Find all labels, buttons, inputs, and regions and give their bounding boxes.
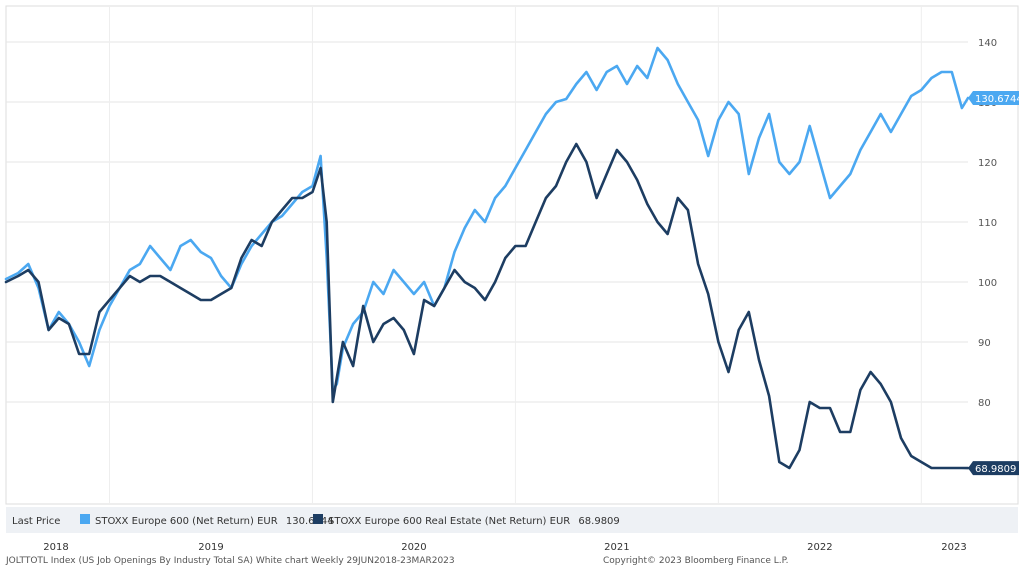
- x-tick-label: 2018: [43, 542, 68, 553]
- y-tick-label: 80: [978, 398, 991, 409]
- x-tick-label: 2021: [604, 542, 629, 553]
- x-tick-label: 2023: [941, 542, 966, 553]
- svg-text:STOXX Europe 600 Real Estate (: STOXX Europe 600 Real Estate (Net Return…: [328, 516, 620, 527]
- plot-frame: [5, 5, 1019, 505]
- y-tick-label: 90: [978, 338, 991, 349]
- series-layer: [4, 46, 970, 470]
- legend-prefix: Last Price: [12, 516, 60, 527]
- last-value-badge-bg: [968, 90, 1019, 105]
- last-value-label: 130.6744: [975, 94, 1023, 105]
- series-line-0: [4, 46, 970, 392]
- y-tick-label: 140: [978, 38, 997, 49]
- last-value-badge-1: 68.9809: [968, 461, 1019, 476]
- legend-swatch-real-estate: [313, 514, 323, 524]
- footer-source: JOLTTOTL Index (US Job Openings By Indus…: [5, 556, 455, 566]
- legend-background: [6, 507, 1018, 533]
- legend-label-stoxx-600: STOXX Europe 600 (Net Return) EUR: [95, 516, 278, 527]
- last-value-badge-0: 130.6744: [968, 90, 1023, 105]
- last-value-label: 68.9809: [975, 464, 1016, 475]
- legend-swatch-stoxx-600: [80, 514, 90, 524]
- grid-layer: [6, 6, 968, 504]
- last-value-badges: 130.6744 68.9809: [968, 90, 1023, 476]
- legend: Last Price STOXX Europe 600 (Net Return)…: [6, 507, 1018, 533]
- x-tick-label: 2020: [401, 542, 426, 553]
- x-tick-label: 2019: [198, 542, 223, 553]
- series-line-1: [4, 142, 970, 470]
- y-tick-label: 100: [978, 278, 997, 289]
- footer-copyright: Copyright© 2023 Bloomberg Finance L.P.: [603, 556, 788, 566]
- legend-value-real-estate: 68.9809: [578, 516, 619, 527]
- x-tick-label: 2022: [807, 542, 832, 553]
- legend-value-stoxx-600: 130.6744: [286, 516, 334, 527]
- legend-label-real-estate: STOXX Europe 600 Real Estate (Net Return…: [328, 516, 570, 527]
- svg-text:STOXX Europe 600 (Net Return): STOXX Europe 600 (Net Return) EUR 130.67…: [95, 516, 334, 527]
- x-axis: 2018 2019 2020 2021 2022 2023: [43, 542, 966, 553]
- y-tick-label: 120: [978, 158, 997, 169]
- y-tick-label: 110: [978, 218, 997, 229]
- last-value-badge-bg: [968, 461, 1019, 476]
